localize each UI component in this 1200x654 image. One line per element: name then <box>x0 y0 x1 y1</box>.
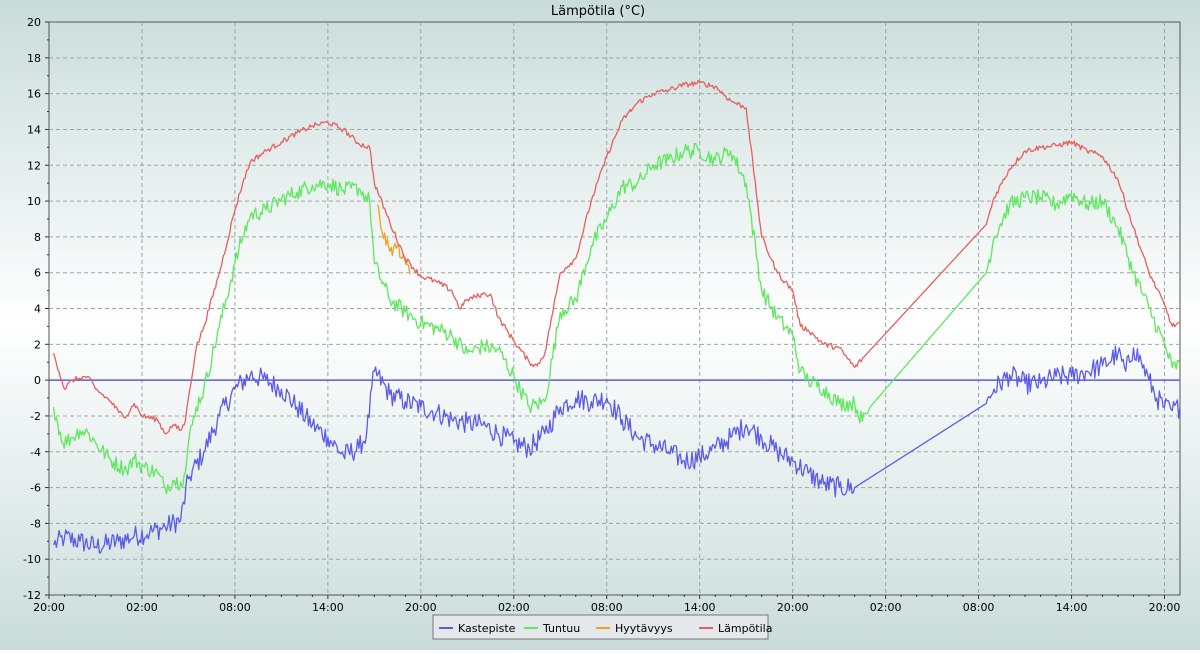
y-tick-label: 14 <box>27 123 41 136</box>
y-tick-label: 8 <box>34 231 41 244</box>
y-tick-label: 16 <box>27 88 41 101</box>
x-tick-label: 20:00 <box>777 601 809 614</box>
x-tick-label: 14:00 <box>312 601 344 614</box>
series-line-lämpötila <box>52 79 1180 435</box>
x-tick-label: 08:00 <box>963 601 995 614</box>
x-tick-label: 02:00 <box>870 601 902 614</box>
series-line-kastepiste <box>52 345 1180 554</box>
legend-label: Kastepiste <box>458 622 516 635</box>
y-tick-label: -10 <box>23 553 41 566</box>
y-tick-label: 20 <box>27 16 41 29</box>
legend-label: Lämpötila <box>718 622 772 635</box>
x-tick-label: 14:00 <box>1056 601 1088 614</box>
y-tick-label: 18 <box>27 52 41 65</box>
y-tick-label: -12 <box>23 589 41 602</box>
y-tick-label: 0 <box>34 374 41 387</box>
x-tick-label: 08:00 <box>219 601 251 614</box>
series-group <box>52 79 1180 554</box>
y-tick-label: 4 <box>34 303 41 316</box>
y-tick-label: 6 <box>34 267 41 280</box>
legend-label: Tuntuu <box>542 622 580 635</box>
y-tick-label: 12 <box>27 159 41 172</box>
x-tick-label: 20:00 <box>33 601 65 614</box>
x-tick-label: 02:00 <box>498 601 530 614</box>
y-tick-label: 10 <box>27 195 41 208</box>
x-tick-label: 14:00 <box>684 601 716 614</box>
x-tick-label: 02:00 <box>126 601 158 614</box>
x-tick-label: 20:00 <box>405 601 437 614</box>
y-tick-label: -6 <box>30 482 41 495</box>
legend: Kastepiste Tuntuu Hyytävyys Lämpötila <box>432 614 772 640</box>
axis-ticks: -12 -10 -8 -6 -4 -2 0 2 4 6 8 10 12 14 16 18 20 20:00 02:0… <box>23 16 1180 614</box>
series-line-tuntuu <box>52 142 1180 495</box>
x-tick-label: 08:00 <box>591 601 623 614</box>
legend-label: Hyytävyys <box>615 622 673 635</box>
grid <box>49 22 1180 595</box>
y-tick-label: 2 <box>34 338 41 351</box>
chart-title: Lämpötila (°C) <box>551 4 645 19</box>
y-tick-label: -4 <box>30 446 41 459</box>
y-tick-label: -8 <box>30 517 41 530</box>
x-tick-label: 20:00 <box>1149 601 1181 614</box>
y-tick-label: -2 <box>30 410 41 423</box>
